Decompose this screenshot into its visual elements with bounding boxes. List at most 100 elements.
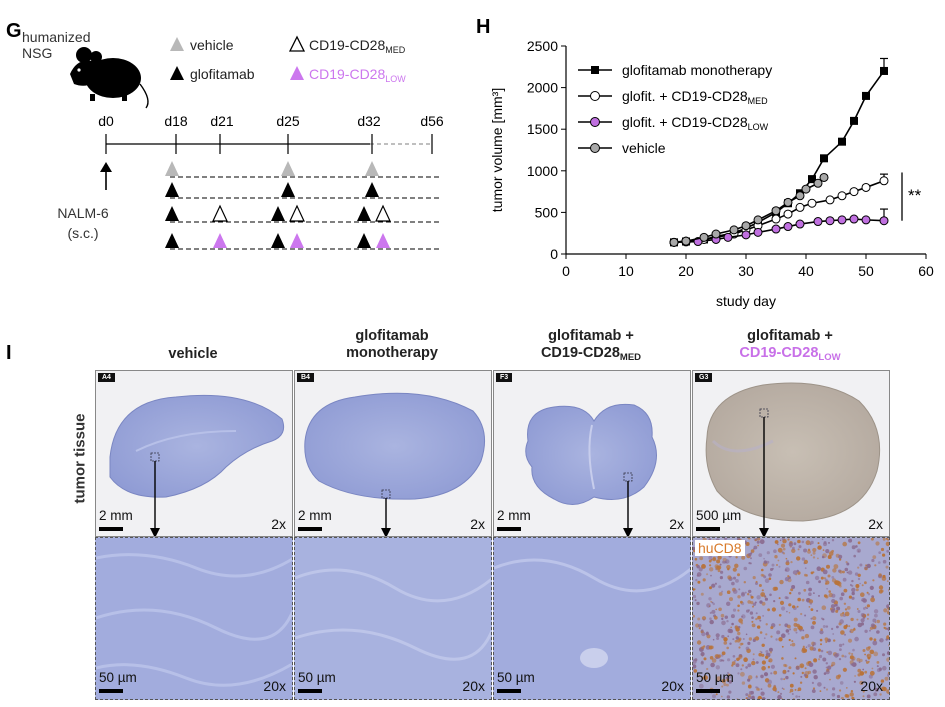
data-point — [795, 219, 805, 229]
inoculation-label-line2: (s.c.) — [67, 225, 98, 241]
data-point — [837, 191, 847, 201]
data-point — [699, 232, 709, 242]
data-point — [880, 66, 888, 75]
overview-scale-label: 2 mm — [99, 508, 133, 523]
x-tick-label: 60 — [918, 263, 934, 279]
data-point — [861, 182, 871, 192]
data-point — [741, 221, 751, 231]
data-point — [783, 209, 793, 219]
sample-id-tag: F3 — [496, 373, 513, 382]
data-point — [813, 178, 823, 188]
zoom-scale-bar — [298, 689, 322, 693]
data-point — [741, 230, 751, 240]
zoom-scale-label: 50 µm — [497, 670, 535, 685]
histology-zoom-glofitamab: 50 µm 20x — [294, 537, 492, 700]
zoom-scale-bar — [99, 689, 123, 693]
x-axis-label: study day — [716, 293, 776, 309]
data-point — [753, 215, 763, 225]
x-tick-label: 50 — [858, 263, 874, 279]
overview-scale-bar — [298, 527, 322, 531]
histology-overview-vehicle: A4 2 mm 2x — [95, 370, 293, 537]
data-point — [771, 214, 781, 224]
data-point — [801, 184, 811, 194]
data-point — [711, 229, 721, 239]
group-low-row — [165, 233, 440, 250]
column-title-glofitamab-med: glofitamab + CD19-CD28MED — [540, 328, 642, 363]
x-tick-label: 30 — [738, 263, 754, 279]
inoculation-label-line1: NALM-6 — [57, 205, 109, 221]
data-point — [825, 195, 835, 205]
data-point — [849, 214, 859, 224]
y-tick-label: 0 — [550, 246, 558, 262]
panel-label-g: G — [6, 20, 22, 42]
significance-marker: ** — [908, 186, 922, 205]
data-point — [838, 137, 846, 146]
legend-low-marker — [290, 66, 304, 80]
zoom-scale-bar — [497, 689, 521, 693]
data-point — [669, 237, 679, 247]
data-point — [783, 197, 793, 207]
legend-marker — [590, 91, 600, 101]
data-point — [849, 187, 859, 197]
mouse-label-line1: humanized — [22, 29, 91, 45]
y-tick-label: 2500 — [527, 38, 558, 54]
day-label-d32: d32 — [357, 113, 381, 129]
zoom-scale-label: 50 µm — [298, 670, 336, 685]
data-point — [771, 206, 781, 216]
chart-axes: 0 500 1000 1500 2000 2500 0 10 20 30 40 50 60 — [527, 38, 934, 279]
legend-glofitamab-marker — [170, 66, 184, 80]
sample-id-tag: G3 — [695, 373, 713, 382]
overview-magnification: 2x — [669, 516, 684, 532]
chart-legend: glofitamab monotherapy glofit. + CD19-CD2… — [578, 62, 772, 156]
data-point — [879, 176, 889, 186]
histology-zoom-med: 50 µm 20x — [493, 537, 691, 700]
data-point — [819, 172, 829, 182]
histology-overview-glofitamab: B4 2 mm 2x — [294, 370, 492, 537]
overview-magnification: 2x — [868, 516, 883, 532]
legend-low-label: CD19-CD28LOW — [309, 66, 406, 84]
day-label-d18: d18 — [164, 113, 188, 129]
data-point — [795, 191, 805, 201]
legend-label: glofit. + CD19-CD28LOW — [622, 114, 769, 132]
zoom-scale-label: 50 µm — [696, 670, 734, 685]
x-tick-label: 20 — [678, 263, 694, 279]
histology-overview-low: G3 500 µm 2x — [692, 370, 890, 537]
panel-label-i: I — [6, 342, 12, 364]
inoculation-arrow — [100, 162, 112, 190]
legend-glofitamab-label: glofitamab — [190, 66, 255, 82]
group-glofitamab-row — [165, 182, 440, 199]
data-point — [862, 91, 870, 100]
histology-zoom-vehicle: 50 µm 20x — [95, 537, 293, 700]
series-line — [673, 180, 885, 244]
chart-series — [669, 57, 903, 247]
legend-label: glofitamab monotherapy — [622, 62, 772, 78]
row-label-tumor-tissue: tumor tissue — [71, 413, 89, 504]
data-point — [813, 217, 823, 227]
row-label-wrap: tumor tissue — [55, 414, 89, 504]
data-point — [850, 116, 858, 125]
legend-marker — [591, 66, 599, 74]
y-tick-label: 1000 — [527, 163, 558, 179]
data-point — [825, 216, 835, 226]
zoom-magnification: 20x — [661, 678, 684, 694]
overview-magnification: 2x — [271, 516, 286, 532]
histology-zoom-low: huCD8 50 µm 20x — [692, 537, 890, 700]
day-label-d21: d21 — [210, 113, 234, 129]
column-title-glofitamab-low: glofitamab + CD19-CD28LOW — [739, 328, 841, 363]
day-label-d25: d25 — [276, 113, 300, 129]
histology-overview-med: F3 2 mm 2x — [493, 370, 691, 537]
mouse-label-line2: NSG — [22, 45, 52, 61]
group-vehicle-row — [165, 161, 440, 178]
zoom-scale-label: 50 µm — [99, 670, 137, 685]
day-label-d0: d0 — [98, 113, 114, 129]
y-tick-label: 1500 — [527, 121, 558, 137]
data-point — [807, 198, 817, 208]
legend-med-marker — [288, 35, 306, 52]
y-tick-label: 500 — [535, 204, 559, 220]
mouse-icon — [70, 47, 149, 109]
overview-scale-label: 2 mm — [497, 508, 531, 523]
y-tick-label: 2000 — [527, 80, 558, 96]
data-point — [681, 236, 691, 246]
column-title-vehicle: vehicle — [168, 346, 218, 362]
data-point — [753, 227, 763, 237]
